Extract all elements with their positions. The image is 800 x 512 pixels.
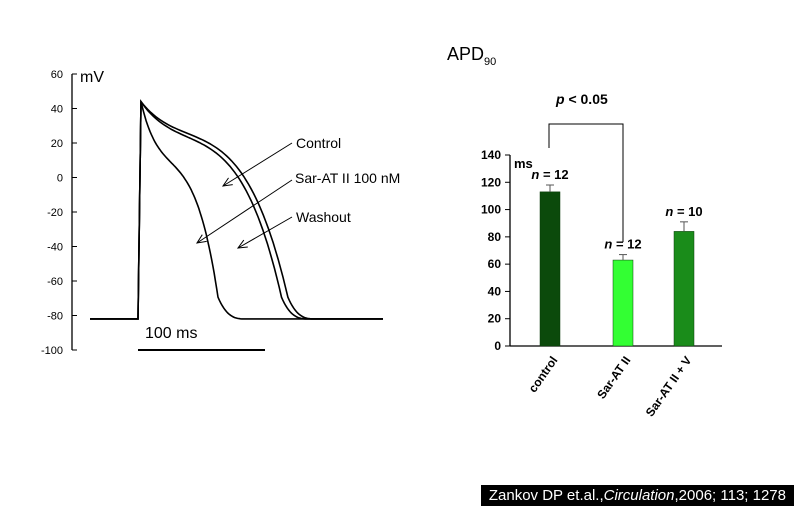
ap-traces [90, 99, 383, 320]
annotation-arrow-line [222, 142, 293, 187]
action-potential-panel: 60 40 20 0 -20 -40 -60 -80 -100 mV Control Sar-AT… [41, 69, 400, 357]
bars: n = 12 control n = 12 Sar-AT II n = 10 Sar-AT… [526, 167, 703, 419]
n-label: n = 12 [531, 167, 568, 182]
bar-2 [612, 259, 634, 347]
ap-y-ticks: 60 40 20 0 -20 -40 -60 -80 -100 [41, 69, 77, 357]
annotation-arrow-line [237, 216, 293, 249]
ap-y-tick-label: 0 [57, 173, 63, 185]
bar-y-tick-label: 140 [481, 148, 501, 162]
bar-1 [539, 191, 561, 347]
ap-y-tick-label: -40 [47, 242, 63, 254]
ap-y-tick-label: -100 [41, 345, 63, 357]
bar-y-tick-label: 80 [488, 230, 502, 244]
category-label: control [526, 354, 561, 395]
annotation-arrow-head [195, 234, 207, 244]
ap-y-tick-label: 40 [51, 104, 63, 116]
ap-y-tick-label: -60 [47, 276, 63, 288]
category-label: Sar-AT II [594, 354, 633, 402]
bar-y-tick-label: 60 [488, 257, 502, 271]
n-label: n = 12 [604, 237, 641, 252]
bar-y-ticks: 0 20 40 60 80 100 120 140 [481, 148, 510, 353]
citation-authors: Zankov DP et.al., [488, 487, 604, 504]
bar-chart-title: APD90 [447, 44, 496, 68]
series-label: Washout [296, 209, 351, 225]
bar-y-tick-label: 120 [481, 175, 501, 189]
n-label: n = 10 [665, 204, 702, 219]
ap-annotation-arrows: Control Sar-AT II 100 nM Washout [195, 135, 400, 249]
bar-y-tick-label: 0 [494, 339, 501, 353]
citation-rest: ,2006; 113; 1278 [674, 487, 787, 504]
bar-y-tick-label: 40 [488, 284, 502, 298]
bar-y-unit-label: ms [514, 156, 533, 171]
trace-control [90, 99, 383, 320]
significance-label: p < 0.05 [555, 91, 608, 107]
trace-washout [90, 99, 383, 320]
bar-3 [673, 231, 695, 347]
annotation-arrow-head [221, 177, 233, 187]
ap-y-tick-label: -80 [47, 311, 63, 323]
citation-journal: Circulation [603, 487, 675, 504]
ap-y-tick-label: 60 [51, 69, 63, 81]
bar-y-tick-label: 20 [488, 312, 502, 326]
series-label: Control [296, 135, 341, 151]
scale-bar-label: 100 ms [145, 325, 197, 342]
series-label: Sar-AT II 100 nM [295, 170, 400, 186]
annotation-arrow-head [236, 239, 248, 249]
apd90-bar-panel: APD90 p < 0.05 ms 0 20 40 60 80 100 120 140 n =… [447, 44, 722, 419]
ap-y-tick-label: 20 [51, 138, 63, 150]
ap-y-unit-label: mV [80, 69, 104, 86]
annotation-arrow-line [196, 179, 293, 244]
citation-box: Zankov DP et.al.,Circulation,2006; 113; … [480, 485, 794, 506]
category-label: Sar-AT II + V [643, 354, 695, 419]
bar-y-tick-label: 100 [481, 203, 501, 217]
significance-bracket [548, 123, 624, 242]
ap-y-tick-label: -20 [47, 207, 63, 219]
trace-sar-at-ii [90, 101, 383, 320]
